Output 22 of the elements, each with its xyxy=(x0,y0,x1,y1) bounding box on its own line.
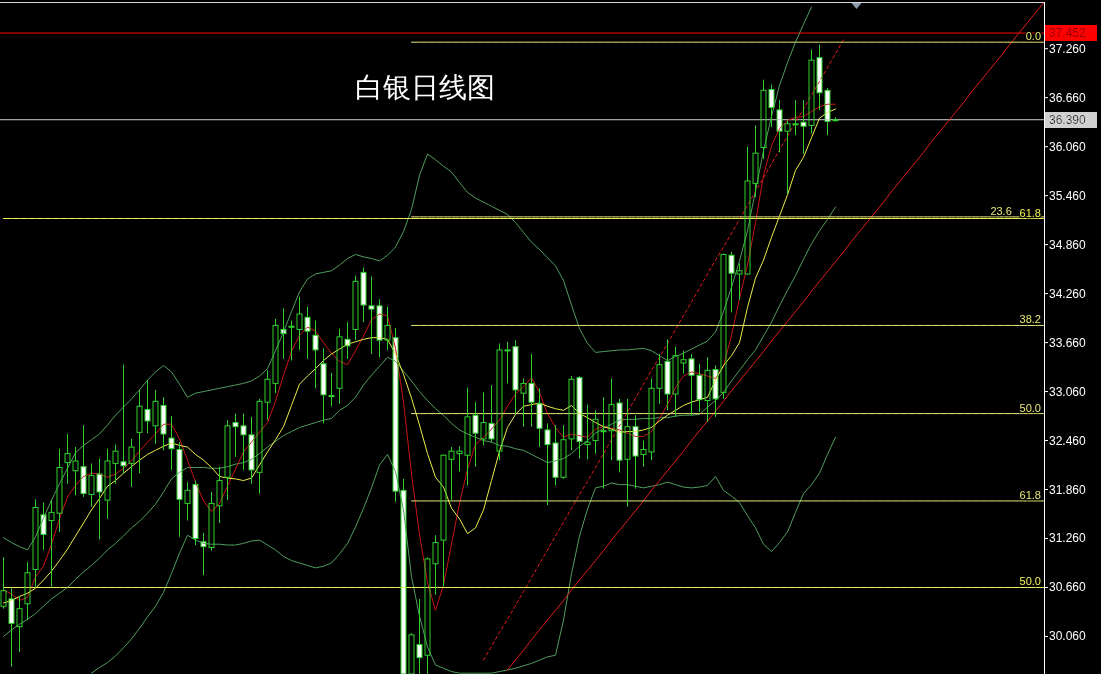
series-label: 50.0 xyxy=(1019,401,1041,414)
series-label: 23.6 xyxy=(990,204,1012,217)
y-tick-label: 31.860 xyxy=(1049,482,1087,497)
ref-line-label: 37.452 xyxy=(1049,26,1087,41)
y-tick-label: 33.660 xyxy=(1049,335,1087,350)
y-tick-label: 31.260 xyxy=(1049,531,1087,546)
ref-line-label: 36.390 xyxy=(1049,112,1087,127)
y-tick-label: 34.260 xyxy=(1049,286,1087,301)
y-tick-label: 34.860 xyxy=(1049,237,1087,252)
text: 白银日线图 xyxy=(355,70,495,104)
y-tick-label: 30.060 xyxy=(1049,629,1087,644)
series-label: 61.8 xyxy=(1019,488,1041,501)
y-tick-label: 33.060 xyxy=(1049,384,1087,399)
series-label: 38.2 xyxy=(1019,313,1041,326)
y-tick-label: 36.660 xyxy=(1049,90,1087,105)
y-tick-label: 37.260 xyxy=(1049,41,1087,56)
y-tick-label: 32.460 xyxy=(1049,433,1087,448)
y-tick-label: 30.660 xyxy=(1049,580,1087,595)
series-label: 50.0 xyxy=(1019,575,1041,588)
y-tick-label: 36.060 xyxy=(1049,139,1087,154)
y-tick-label: 35.460 xyxy=(1049,188,1087,203)
series-label: 61.8 xyxy=(1019,206,1041,219)
